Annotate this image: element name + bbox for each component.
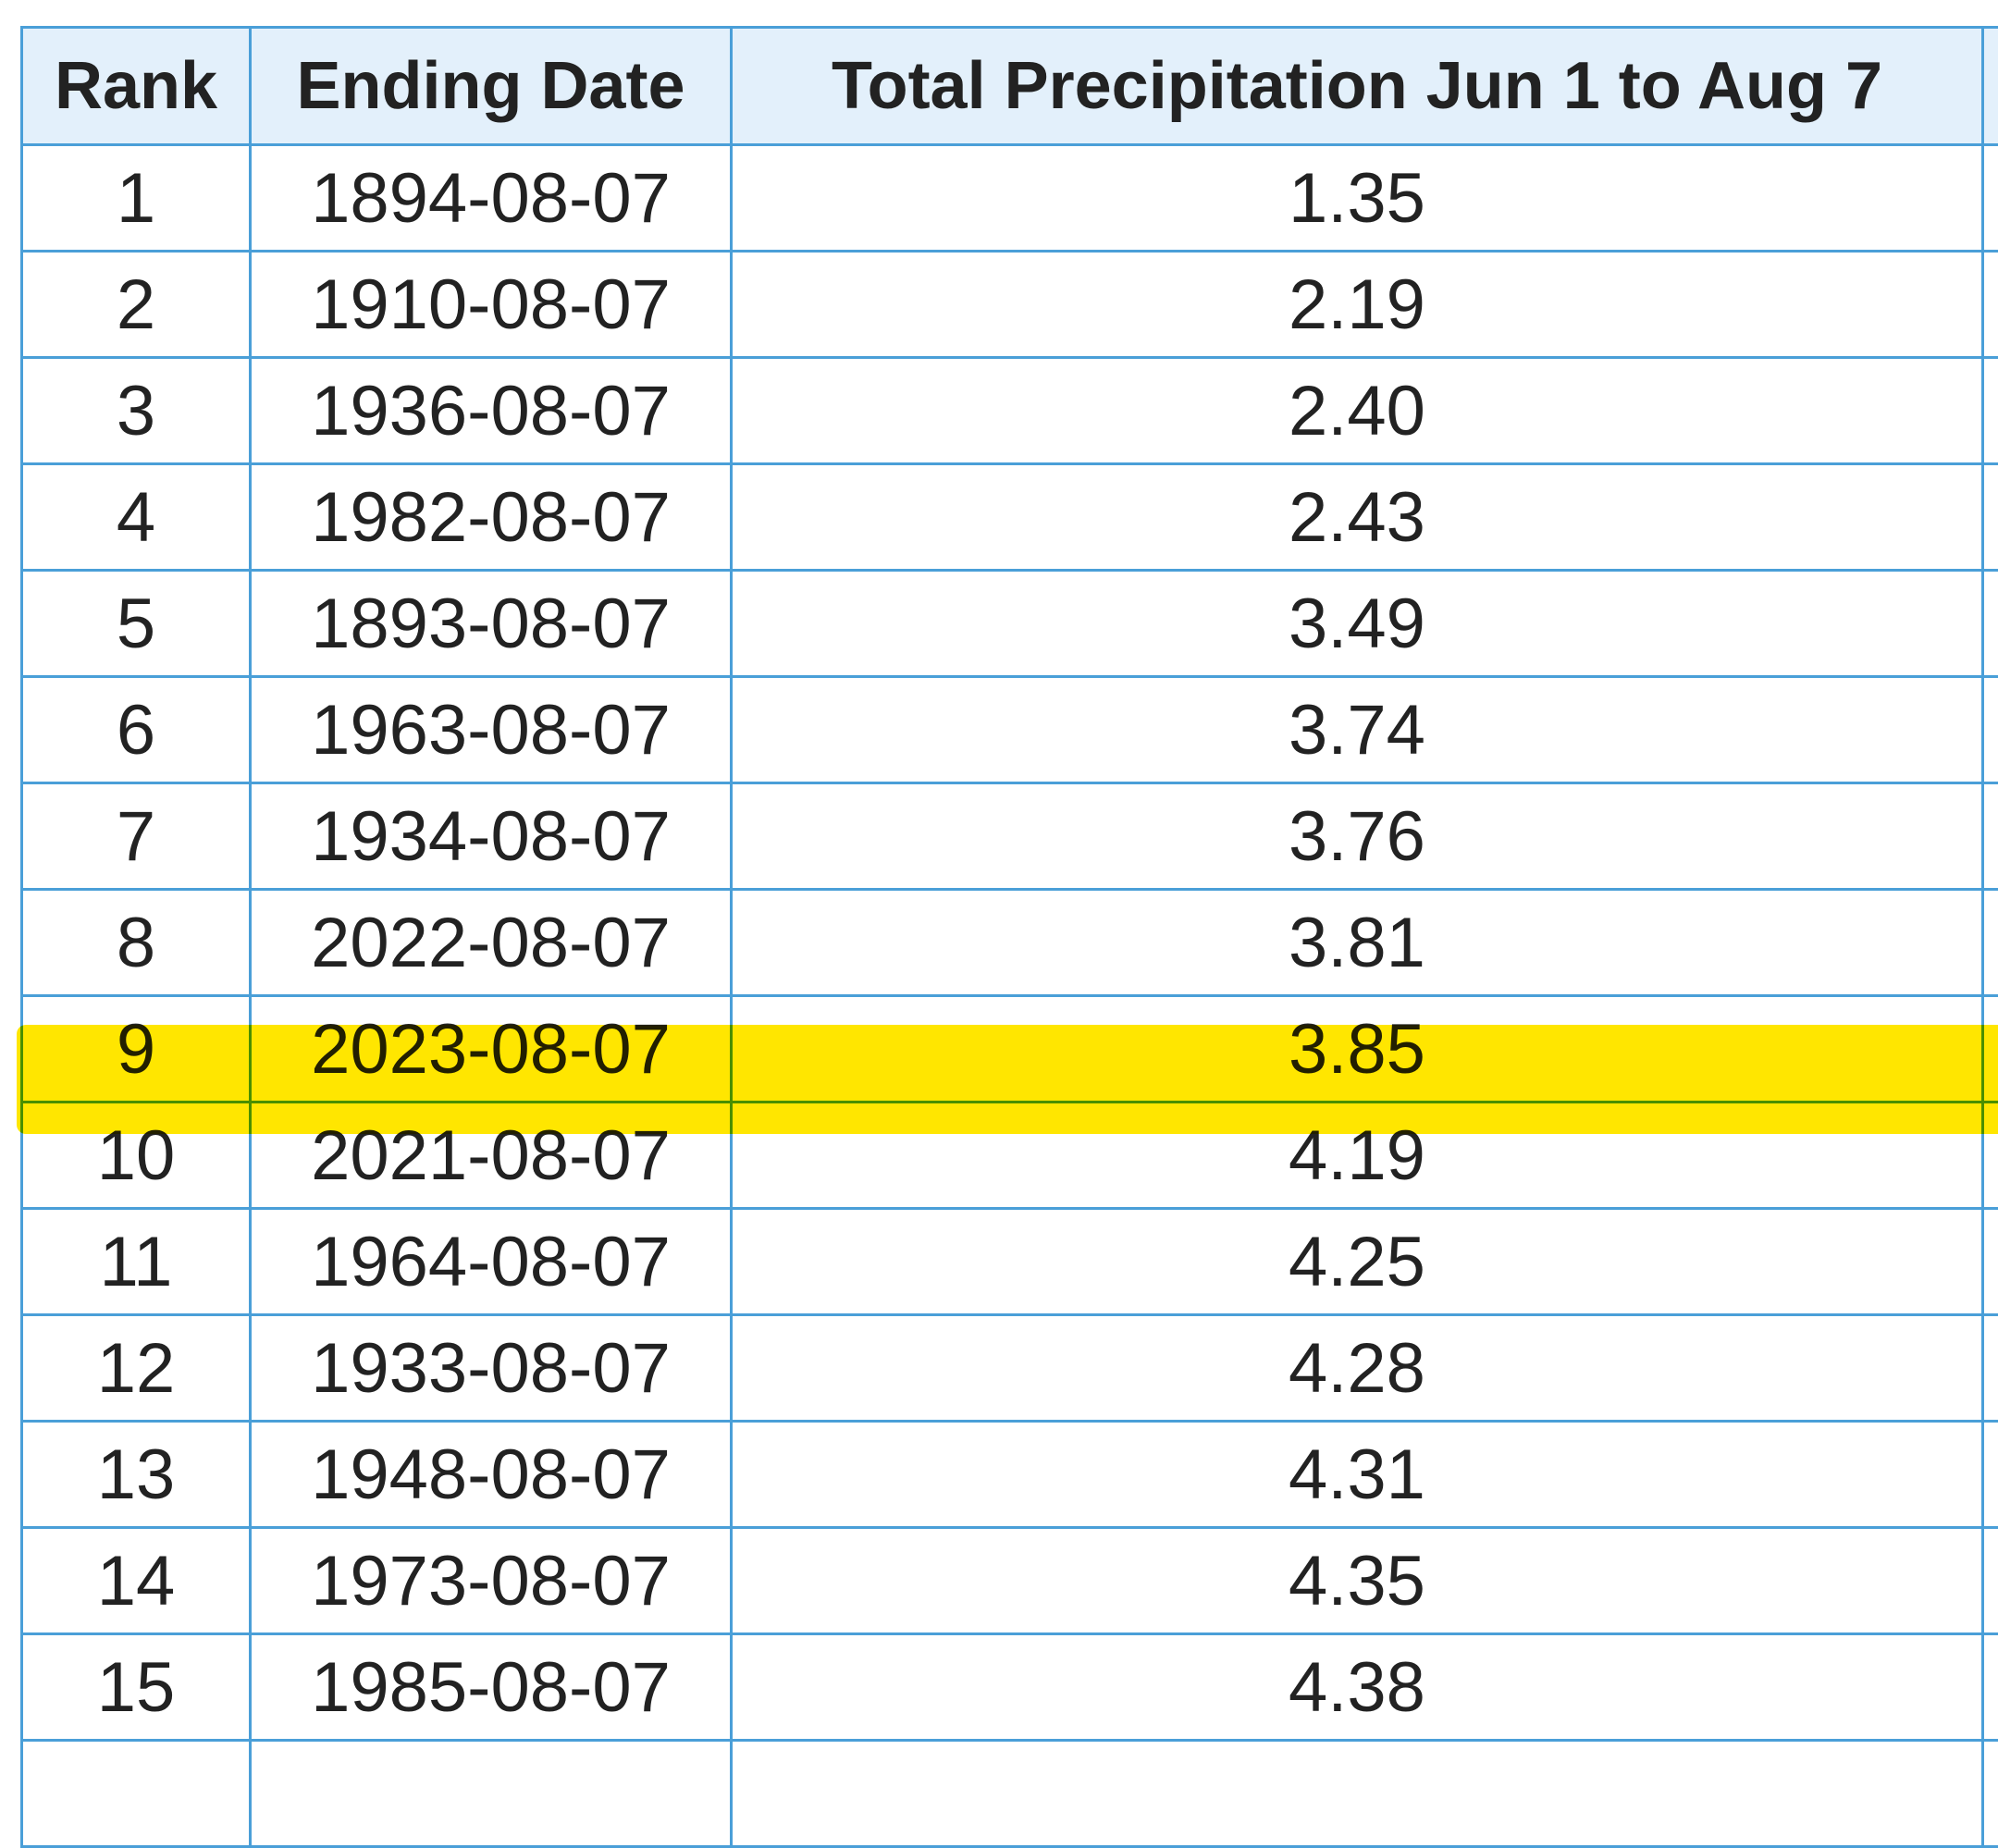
- table-cell: 1894-08-07: [251, 145, 732, 252]
- table-cell-extra: [1983, 890, 1998, 996]
- header-cell: Total Precipitation Jun 1 to Aug 7: [732, 28, 1983, 145]
- table-cell: 1: [22, 145, 251, 252]
- table-cell-extra: [1983, 783, 1998, 890]
- table-cell-extra: [1983, 1634, 1998, 1741]
- table-cell: [1983, 1741, 1998, 1847]
- header-cell: Ending Date: [251, 28, 732, 145]
- table-cell: 2023-08-07: [251, 996, 732, 1103]
- table-cell-extra: [1983, 996, 1998, 1103]
- table-cell: 1934-08-07: [251, 783, 732, 890]
- table-cell: 1.35: [732, 145, 1983, 252]
- table-cell: 5: [22, 571, 251, 677]
- table-cell: 1985-08-07: [251, 1634, 732, 1741]
- table-cell: [732, 1741, 1983, 1847]
- table-cell-extra: [1983, 571, 1998, 677]
- table-cell: 3.85: [732, 996, 1983, 1103]
- table-cell-extra: [1983, 1422, 1998, 1528]
- table-cell: 4.31: [732, 1422, 1983, 1528]
- header-cell: Rank: [22, 28, 251, 145]
- table-cell: 4: [22, 464, 251, 571]
- table-cell: 1893-08-07: [251, 571, 732, 677]
- table-cell: 2: [22, 252, 251, 358]
- table-cell: 1910-08-07: [251, 252, 732, 358]
- table-cell-extra: [1983, 1315, 1998, 1422]
- table-cell: 6: [22, 677, 251, 783]
- table-cell: 1963-08-07: [251, 677, 732, 783]
- table-cell: 10: [22, 1103, 251, 1209]
- table-cell: 1948-08-07: [251, 1422, 732, 1528]
- table-cell: 3.81: [732, 890, 1983, 996]
- table-cell: 1982-08-07: [251, 464, 732, 571]
- table-cell-extra: [1983, 677, 1998, 783]
- table-cell: 2.19: [732, 252, 1983, 358]
- table-cell: 1933-08-07: [251, 1315, 732, 1422]
- table-cell: 14: [22, 1528, 251, 1634]
- table-cell: 8: [22, 890, 251, 996]
- table-cell-extra: [1983, 1103, 1998, 1209]
- table-cell: 2021-08-07: [251, 1103, 732, 1209]
- table-cell: 4.35: [732, 1528, 1983, 1634]
- table-cell: [251, 1741, 732, 1847]
- table-cell: 9: [22, 996, 251, 1103]
- table-cell-extra: [1983, 464, 1998, 571]
- table-cell: 4.28: [732, 1315, 1983, 1422]
- table-cell: 15: [22, 1634, 251, 1741]
- table-cell: 4.19: [732, 1103, 1983, 1209]
- table-cell: 3: [22, 358, 251, 464]
- table-cell: 1973-08-07: [251, 1528, 732, 1634]
- table-cell-extra: [1983, 252, 1998, 358]
- table-cell: 7: [22, 783, 251, 890]
- table-cell-extra: [1983, 145, 1998, 252]
- table-cell: 1936-08-07: [251, 358, 732, 464]
- table-cell: 3.74: [732, 677, 1983, 783]
- table-cell: 2.43: [732, 464, 1983, 571]
- table-cell: 13: [22, 1422, 251, 1528]
- table-cell: 2.40: [732, 358, 1983, 464]
- table-cell: 2022-08-07: [251, 890, 732, 996]
- table-cell: 4.25: [732, 1209, 1983, 1315]
- table-cell: [22, 1741, 251, 1847]
- table-cell: 1964-08-07: [251, 1209, 732, 1315]
- table-cell-extra: [1983, 1528, 1998, 1634]
- table-cell: 4.38: [732, 1634, 1983, 1741]
- table-cell-extra: [1983, 358, 1998, 464]
- table-row-partial: [22, 1741, 1998, 1847]
- table-cell-extra: [1983, 1209, 1998, 1315]
- header-cell-extra: [1983, 28, 1998, 145]
- table-cell: 3.76: [732, 783, 1983, 890]
- table-cell: 3.49: [732, 571, 1983, 677]
- table-cell: 11: [22, 1209, 251, 1315]
- table-cell: 12: [22, 1315, 251, 1422]
